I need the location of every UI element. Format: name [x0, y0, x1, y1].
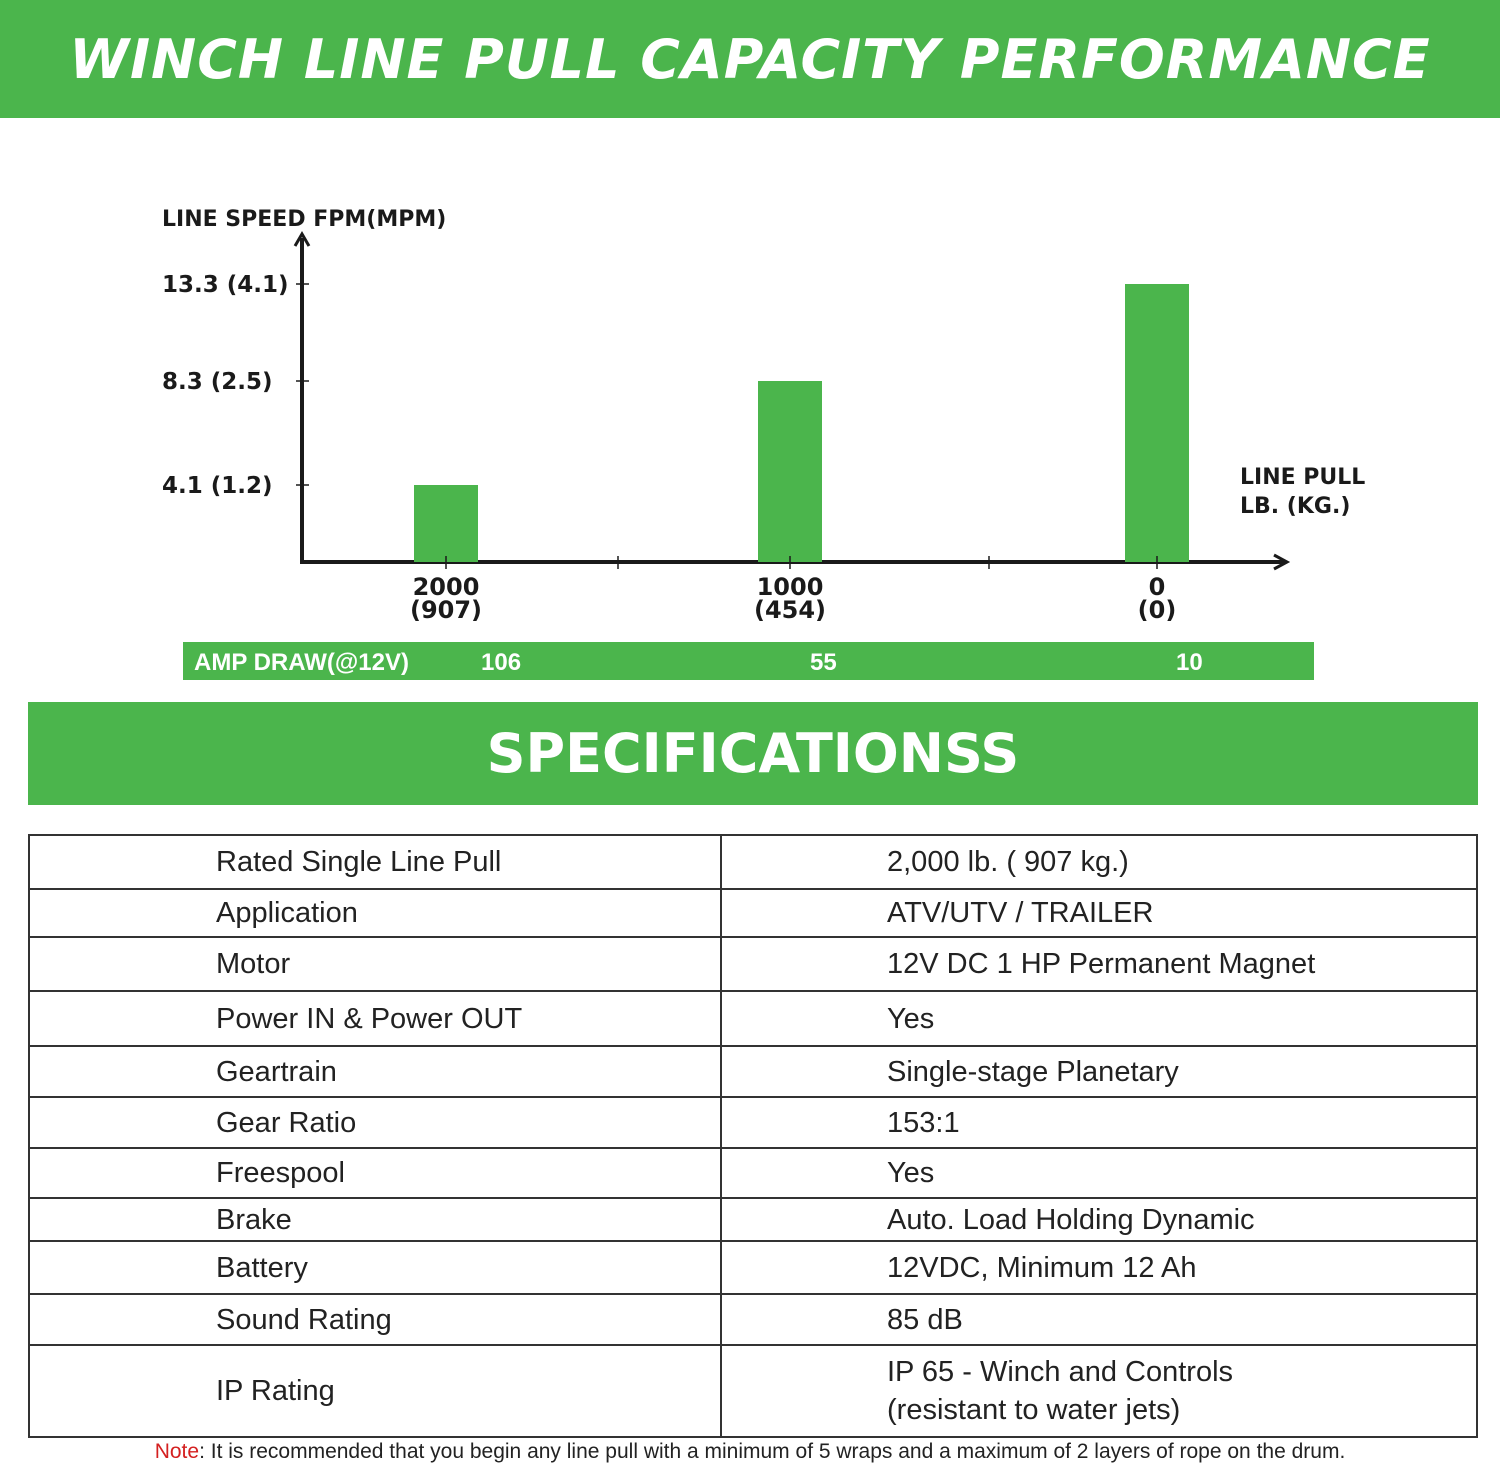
spec-key: Sound Rating: [28, 1293, 722, 1346]
spec-value: ATV/UTV / TRAILER: [720, 888, 1478, 938]
table-row: Motor 12V DC 1 HP Permanent Magnet: [28, 936, 1478, 992]
spec-value: 153:1: [720, 1096, 1478, 1149]
spec-value: Auto. Load Holding Dynamic: [720, 1197, 1478, 1242]
y-tick-label: 13.3 (4.1): [162, 272, 289, 298]
spec-key: Rated Single Line Pull: [28, 834, 722, 890]
x-tick-label: 1000: [757, 573, 824, 601]
table-row: Gear Ratio 153:1: [28, 1096, 1478, 1149]
x-tick-label: (0): [1138, 596, 1177, 624]
spec-key: Geartrain: [28, 1045, 722, 1098]
page-title: WINCH LINE PULL CAPACITY PERFORMANCE: [69, 27, 1431, 91]
spec-value: Single-stage Planetary: [720, 1045, 1478, 1098]
y-tick-label: 4.1 (1.2): [162, 473, 273, 499]
spec-key: Application: [28, 888, 722, 938]
spec-key: Battery: [28, 1240, 722, 1295]
amp-draw-value-2000: 106: [481, 649, 522, 676]
spec-value: 12VDC, Minimum 12 Ah: [720, 1240, 1478, 1295]
page-title-banner: WINCH LINE PULL CAPACITY PERFORMANCE: [0, 0, 1500, 118]
bar: [758, 381, 822, 562]
spec-key: Brake: [28, 1197, 722, 1242]
x-axis-arrow: [1273, 553, 1291, 571]
table-row: IP Rating IP 65 - Winch and Controls (re…: [28, 1344, 1478, 1438]
x-tick-label: 0: [1149, 573, 1166, 601]
amp-draw-value-1000: 55: [810, 649, 837, 676]
y-tick-label: 8.3 (2.5): [162, 369, 273, 395]
spec-key: Gear Ratio: [28, 1096, 722, 1149]
specifications-title: SPECIFICATIONSS: [486, 722, 1020, 785]
amp-draw-label: AMP DRAW(@12V): [194, 649, 409, 676]
y-axis-label: LINE SPEED FPM(MPM): [162, 207, 446, 232]
table-row: Battery 12VDC, Minimum 12 Ah: [28, 1240, 1478, 1295]
table-row: Geartrain Single-stage Planetary: [28, 1045, 1478, 1098]
amp-draw-value-0: 10: [1176, 649, 1203, 676]
bar: [414, 485, 478, 562]
table-row: Freespool Yes: [28, 1147, 1478, 1199]
spec-value-line: IP 65 - Winch and Controls: [887, 1356, 1234, 1388]
y-axis-arrow: [293, 231, 311, 247]
table-row: Application ATV/UTV / TRAILER: [28, 888, 1478, 938]
spec-key: Motor: [28, 936, 722, 992]
specifications-table: Rated Single Line Pull 2,000 lb. ( 907 k…: [28, 834, 1478, 1438]
spec-value-line: (resistant to water jets): [887, 1394, 1181, 1426]
spec-value: 2,000 lb. ( 907 kg.): [720, 834, 1478, 890]
table-row: Rated Single Line Pull 2,000 lb. ( 907 k…: [28, 834, 1478, 890]
line-speed-bar-chart: LINE SPEED FPM(MPM) LINE PULL LB. (KG.) …: [162, 207, 1365, 624]
spec-key: IP Rating: [28, 1344, 722, 1438]
x-axis-label-line1: LINE PULL: [1240, 465, 1365, 490]
spec-value: IP 65 - Winch and Controls (resistant to…: [720, 1344, 1478, 1438]
table-row: Brake Auto. Load Holding Dynamic: [28, 1197, 1478, 1242]
x-tick-label: (907): [410, 596, 482, 624]
x-axis-label-line2: LB. (KG.): [1240, 494, 1350, 519]
table-row: Power IN & Power OUT Yes: [28, 990, 1478, 1047]
spec-key: Freespool: [28, 1147, 722, 1199]
footer-note: Note: It is recommended that you begin a…: [0, 1440, 1500, 1464]
specifications-banner: SPECIFICATIONSS: [28, 702, 1478, 805]
note-label: Note: [154, 1440, 200, 1463]
amp-draw-bar: AMP DRAW(@12V) 106 55 10: [183, 642, 1314, 680]
bar: [1125, 284, 1189, 562]
note-text: : It is recommended that you begin any l…: [199, 1440, 1346, 1463]
spec-key: Power IN & Power OUT: [28, 990, 722, 1047]
spec-value: Yes: [720, 1147, 1478, 1199]
table-row: Sound Rating 85 dB: [28, 1293, 1478, 1346]
spec-value: Yes: [720, 990, 1478, 1047]
spec-value: 85 dB: [720, 1293, 1478, 1346]
x-tick-label: (454): [754, 596, 826, 624]
spec-value: 12V DC 1 HP Permanent Magnet: [720, 936, 1478, 992]
x-tick-label: 2000: [413, 573, 480, 601]
